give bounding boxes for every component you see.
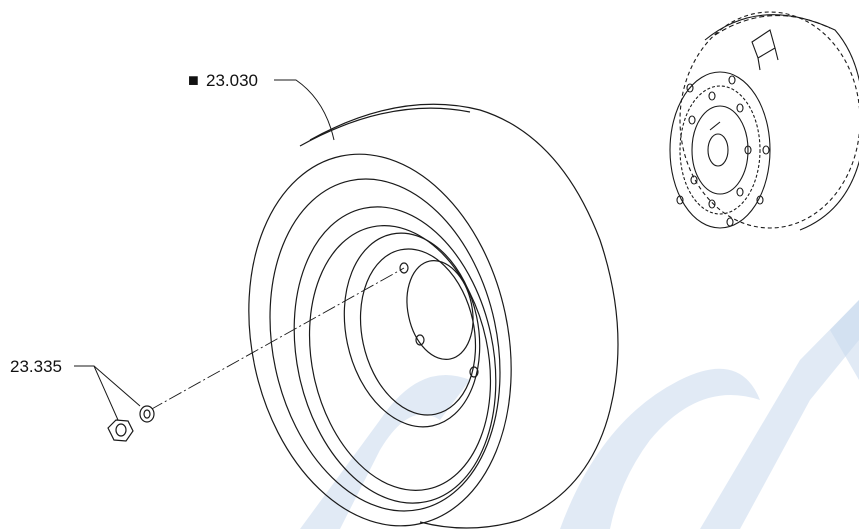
hub-bolt-holes-outer — [676, 75, 770, 227]
rim-inner — [343, 232, 481, 428]
wheel-stud-holes — [399, 262, 479, 378]
centre-bore — [406, 260, 474, 360]
leader-lines — [74, 79, 335, 421]
callout-23030-marker: ■ — [188, 70, 199, 90]
rim-outer — [293, 206, 497, 504]
callout-23030-label: 23.030 — [206, 71, 258, 90]
assembly-axis-line — [149, 267, 405, 411]
watermark — [300, 300, 859, 529]
drive-hub — [669, 11, 859, 231]
callout-23335-label: 23.335 — [10, 357, 62, 376]
washer — [139, 405, 155, 423]
nut — [107, 419, 134, 442]
nut-and-washer — [107, 405, 155, 442]
wheel-assembly — [248, 103, 619, 529]
hub-stud-holes — [688, 91, 752, 209]
tyre-outer-tread — [309, 103, 619, 529]
tyre-sidewall — [248, 153, 512, 527]
